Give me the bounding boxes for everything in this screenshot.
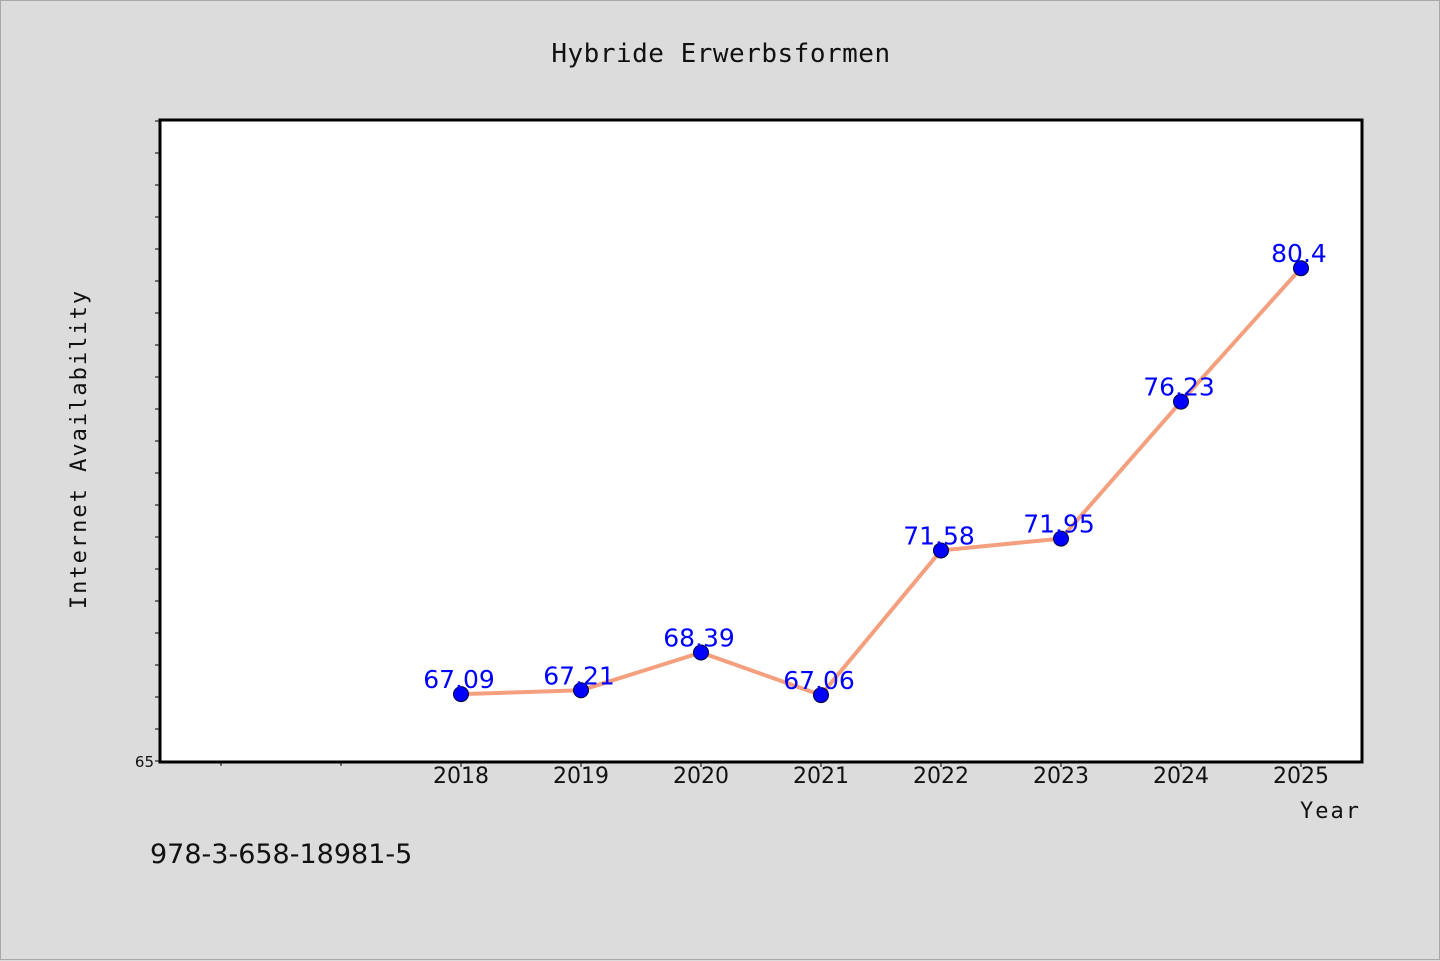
x-axis-ticks [460, 761, 1302, 767]
data-point [453, 686, 469, 703]
x-tick-labels: 2018 2019 2020 2021 2022 2023 2024 2025 [433, 764, 1329, 789]
x-axis-minor-ticks [220, 761, 342, 766]
chart-title: Hybride Erwerbsformen [551, 39, 890, 69]
data-point [813, 687, 829, 704]
x-tick-label: 2025 [1273, 764, 1329, 789]
data-label: 71.58 [903, 521, 975, 550]
data-markers [453, 260, 1309, 704]
x-tick-label: 2024 [1153, 764, 1209, 789]
footnote-isbn: 978-3-658-18981-5 [150, 839, 412, 870]
data-point [1293, 260, 1309, 277]
data-point [1173, 393, 1189, 410]
data-label: 67.21 [543, 661, 615, 690]
x-tick-label: 2022 [913, 764, 969, 789]
data-label: 67.06 [783, 666, 855, 695]
y-axis-label: Internet Availability [67, 289, 92, 609]
y-axis-ticks [155, 120, 161, 762]
x-tick-label: 2021 [793, 764, 849, 789]
data-labels: 67.09 67.21 68.39 67.06 71.58 71.95 76.23 80.4 [423, 239, 1327, 695]
x-tick-label: 2023 [1033, 764, 1089, 789]
x-tick-label: 2019 [553, 764, 609, 789]
data-point [1053, 530, 1069, 547]
data-label: 68.39 [663, 624, 735, 653]
x-axis-label: Year [1300, 799, 1361, 824]
data-point [933, 542, 949, 559]
series-line [460, 266, 1303, 698]
data-label: 76.23 [1143, 373, 1215, 402]
data-point [573, 682, 589, 699]
data-point [693, 644, 709, 661]
y-tick-label-min: 65 [135, 753, 154, 771]
data-label: 80.4 [1271, 239, 1327, 268]
plot-area [158, 118, 1364, 764]
x-tick-label: 2018 [433, 764, 489, 789]
x-tick-label: 2020 [673, 764, 729, 789]
data-label: 71.95 [1023, 510, 1095, 539]
data-label: 67.09 [423, 665, 495, 694]
